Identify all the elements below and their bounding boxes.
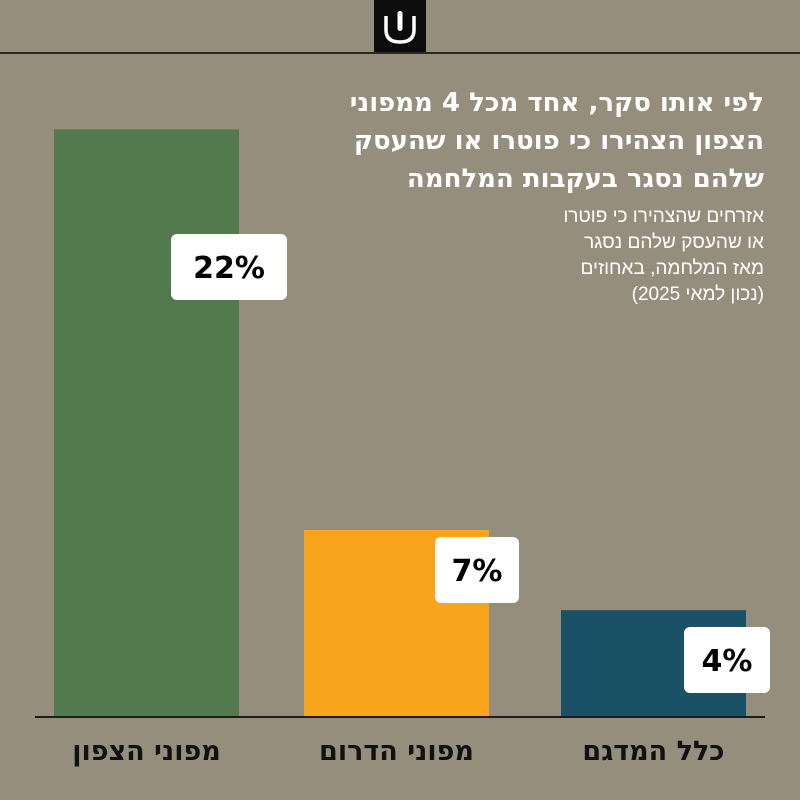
- value-label-south: 7%: [452, 554, 503, 589]
- value-label-north: 22%: [193, 251, 265, 286]
- header-divider: [0, 52, 800, 54]
- category-label-sample: כלל המדגם: [582, 736, 724, 767]
- value-label-box-sample: [684, 627, 770, 693]
- value-label-box-south: [435, 537, 519, 603]
- shin-logo-icon: [384, 11, 416, 44]
- logo: [374, 0, 426, 52]
- bar-north: [54, 129, 239, 717]
- chart-subtitle: אזרחים שהצהירו כי פוטרו או שהעסק שלהם נס…: [563, 206, 764, 305]
- value-label-box-north: [171, 234, 287, 300]
- value-label-sample: 4%: [702, 644, 753, 679]
- category-label-north: מפוני הצפון: [72, 736, 221, 767]
- category-label-south: מפוני הדרום: [319, 736, 474, 767]
- chart-title: לפי אותו סקר, אחד מכל 4 ממפוני הצפון הצה…: [349, 88, 764, 194]
